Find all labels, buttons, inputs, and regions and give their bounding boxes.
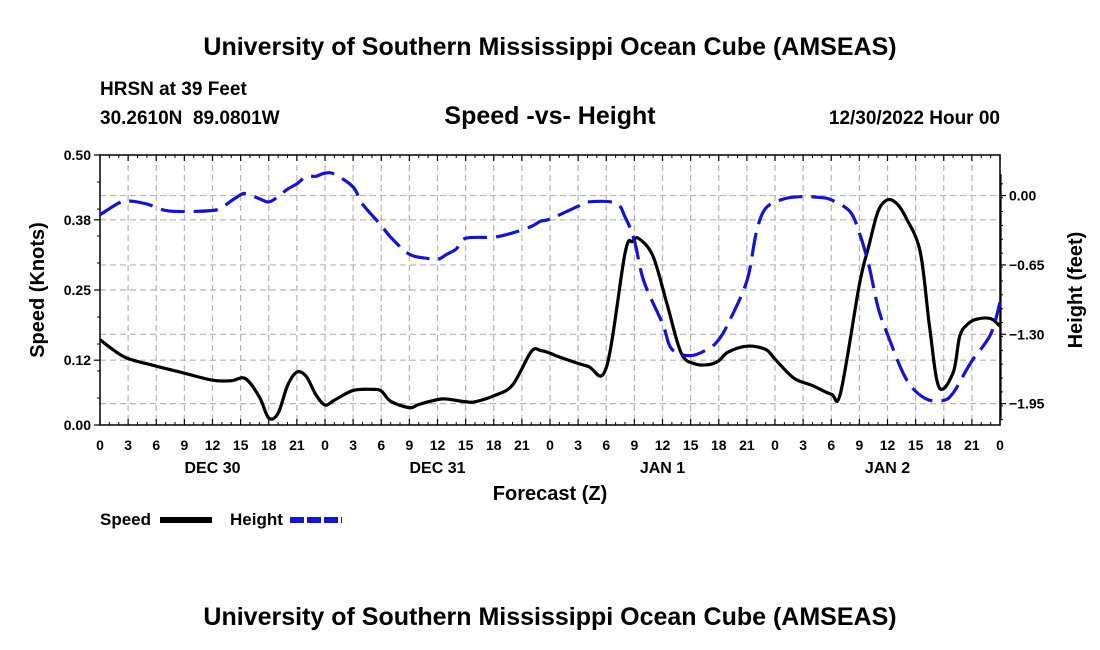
legend-label-height: Height (230, 510, 283, 529)
station-label: HRSN at 39 Feet (100, 79, 247, 100)
x-tick-label: 0 (96, 437, 104, 453)
y-right-tick-label: 0.00 (1009, 188, 1036, 204)
y-right-tick-label: −1.30 (1009, 326, 1045, 342)
x-tick-label: 15 (233, 437, 249, 453)
coordinates-label: 30.2610N 89.0801W (100, 108, 280, 129)
x-tick-label: 3 (124, 437, 132, 453)
day-label: DEC 31 (409, 460, 465, 477)
legend-label-speed: Speed (100, 510, 151, 529)
x-tick-label: 18 (261, 437, 277, 453)
x-tick-label: 18 (711, 437, 727, 453)
x-tick-label: 18 (486, 437, 502, 453)
day-label: DEC 30 (184, 460, 240, 477)
y-left-tick-label: 0.12 (64, 352, 91, 368)
legend: Speed Height (100, 510, 342, 529)
y-axis-left-title: Speed (Knots) (27, 222, 49, 358)
x-tick-label: 15 (908, 437, 924, 453)
x-tick-label: 3 (349, 437, 357, 453)
y-left-tick-label: 0.38 (64, 212, 91, 228)
x-tick-label: 21 (514, 437, 530, 453)
x-tick-label: 9 (405, 437, 413, 453)
x-axis-title: Forecast (Z) (493, 483, 607, 505)
x-tick-label: 9 (180, 437, 188, 453)
series-line-speed (99, 197, 1002, 421)
x-tick-label: 12 (205, 437, 221, 453)
series-layer (99, 171, 1002, 421)
x-tick-label: 0 (996, 437, 1004, 453)
x-tick-label: 12 (880, 437, 896, 453)
x-tick-label: 9 (855, 437, 863, 453)
grid-layer (100, 155, 1000, 425)
x-tick-label: 15 (458, 437, 474, 453)
day-label: JAN 2 (865, 460, 910, 477)
x-tick-label: 6 (377, 437, 385, 453)
x-tick-label: 21 (739, 437, 755, 453)
x-tick-label: 21 (964, 437, 980, 453)
y-axis-right-title: Height (feet) (1065, 232, 1087, 349)
x-tick-label: 18 (936, 437, 952, 453)
y-right-tick-label: −0.65 (1009, 257, 1045, 273)
day-label: JAN 1 (640, 460, 685, 477)
y-left-tick-label: 0.50 (64, 147, 91, 163)
x-tick-label: 21 (289, 437, 305, 453)
chart-title: University of Southern Mississippi Ocean… (203, 33, 896, 61)
chart-subtitle: Speed -vs- Height (444, 102, 656, 130)
x-tick-label: 6 (152, 437, 160, 453)
x-tick-label: 0 (771, 437, 779, 453)
footer-title: University of Southern Mississippi Ocean… (203, 603, 896, 631)
axes-layer: 0 3 6 9 12 15 18 21 0 3 6 9 12 15 18 21 0 3 6 9 12 15 18 21 0 3 6 9… (64, 147, 1045, 477)
y-left-tick-label: 0.00 (64, 417, 91, 433)
x-tick-label: 3 (799, 437, 807, 453)
x-tick-label: 9 (630, 437, 638, 453)
forecast-datetime: 12/30/2022 Hour 00 (829, 108, 1000, 129)
x-tick-label: 6 (602, 437, 610, 453)
x-tick-label: 0 (546, 437, 554, 453)
x-tick-label: 12 (655, 437, 671, 453)
y-right-tick-label: −1.95 (1009, 396, 1045, 412)
y-left-tick-label: 0.25 (64, 282, 91, 298)
x-tick-label: 15 (683, 437, 699, 453)
series-line-height (99, 171, 1002, 403)
x-tick-label: 12 (430, 437, 446, 453)
x-tick-label: 6 (827, 437, 835, 453)
x-tick-label: 0 (321, 437, 329, 453)
x-tick-label: 3 (574, 437, 582, 453)
